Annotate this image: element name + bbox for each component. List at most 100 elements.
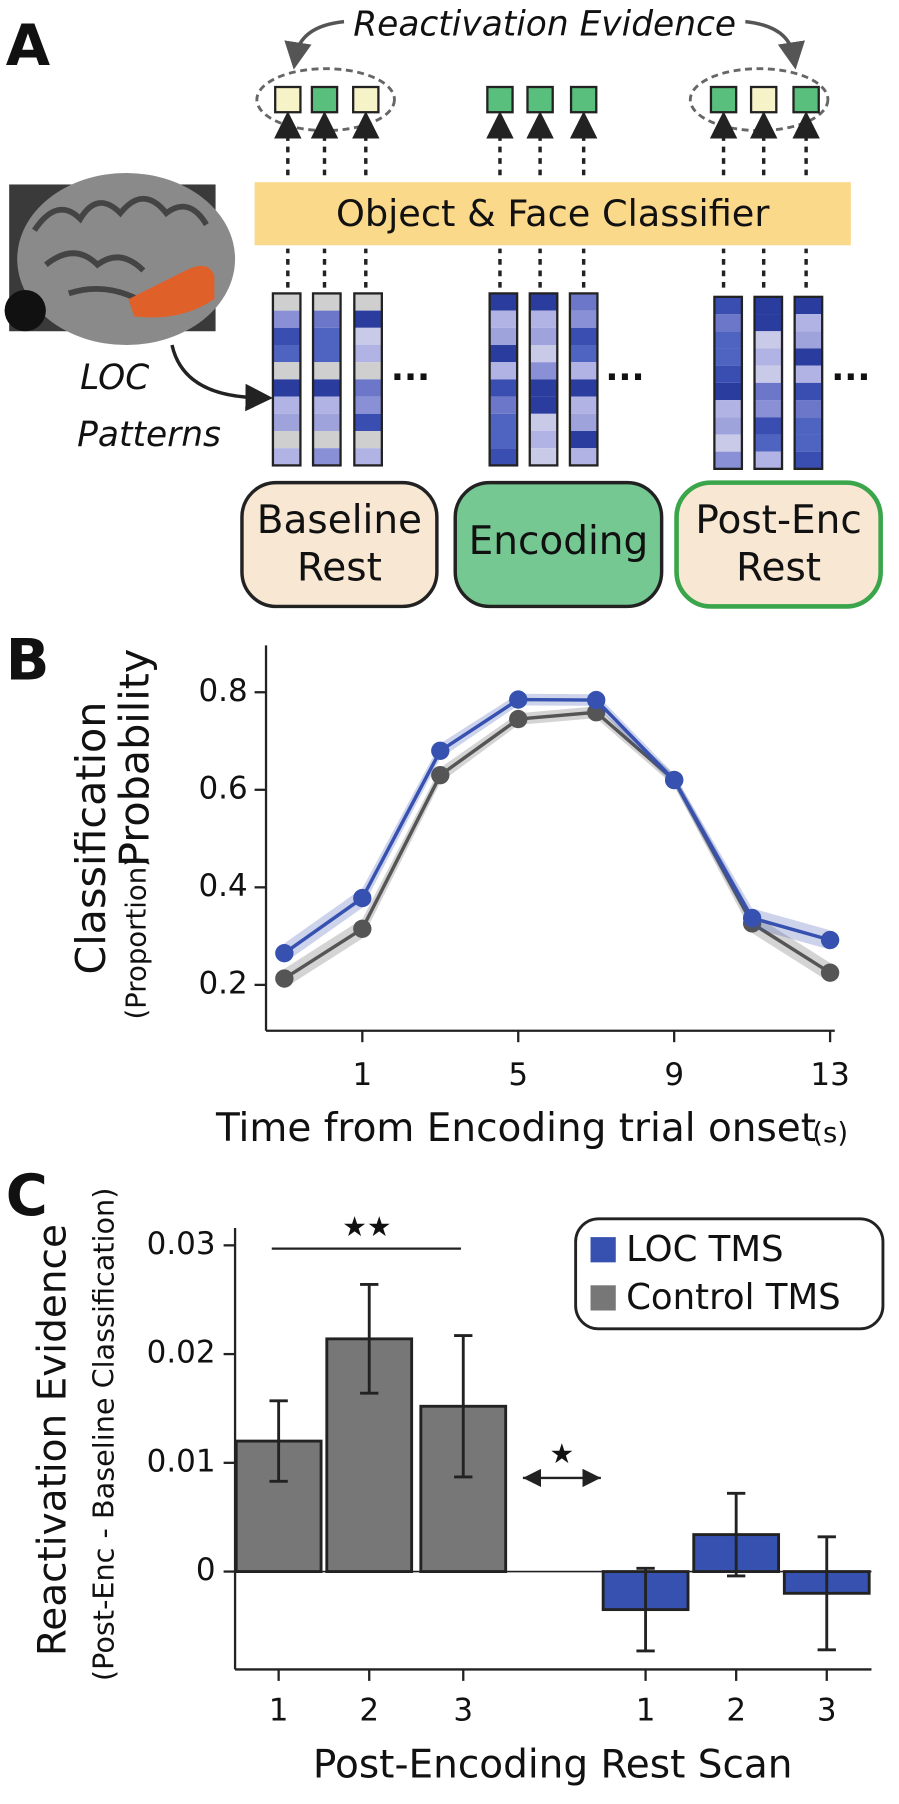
pattern-cell [569, 448, 598, 466]
pattern-cell [272, 327, 301, 346]
pattern-cell [794, 382, 823, 401]
pattern-cell [754, 382, 783, 401]
condition-box [453, 480, 664, 609]
x-tick-label: 1 [269, 1692, 289, 1728]
pattern-cell [489, 396, 518, 414]
point [275, 969, 294, 988]
pattern-label: Patterns [77, 415, 221, 455]
legend-box [574, 1217, 885, 1331]
pattern-cell [313, 379, 341, 397]
x-tick-label: 13 [810, 1057, 849, 1093]
pattern-column [311, 292, 342, 467]
pattern-cell [569, 396, 598, 414]
pattern-column [753, 295, 784, 470]
point [587, 690, 606, 710]
x-tick-label: 9 [664, 1057, 684, 1093]
y-tick-label: 0.4 [198, 868, 247, 904]
pattern-cell [489, 310, 518, 328]
pattern-cell [754, 400, 783, 418]
y-tick-label: 0.03 [147, 1226, 216, 1262]
pattern-cell [529, 431, 558, 449]
pattern-cell [529, 413, 558, 432]
pattern-column [793, 295, 824, 470]
pattern-cell [529, 448, 558, 466]
point [665, 770, 684, 790]
pattern-cell [272, 413, 301, 432]
pattern-cell [272, 293, 301, 311]
pattern-columns [271, 292, 824, 470]
pattern-cell [714, 417, 742, 435]
pattern-cell [272, 362, 301, 380]
pattern-cell [714, 331, 742, 349]
pattern-cell [529, 362, 558, 380]
y-tick-label: 0 [196, 1552, 216, 1588]
panel-label: A [6, 12, 51, 79]
pattern-cell [714, 434, 742, 452]
evidence-squares [274, 85, 820, 114]
pattern-cell [569, 327, 598, 346]
evidence-square [310, 85, 339, 114]
pattern-cell [529, 379, 558, 397]
pattern-cell [569, 293, 598, 311]
pattern-cell [529, 327, 558, 346]
pattern-cell [354, 362, 382, 380]
x-axis-label: Post-Encoding Rest Scan [313, 1742, 793, 1787]
pattern-label: LOC [80, 358, 149, 398]
pattern-cell [794, 451, 823, 469]
pattern-cell [754, 296, 783, 315]
pattern-cell [714, 451, 742, 469]
pattern-cell [354, 413, 382, 432]
pattern-cell [354, 345, 382, 363]
pattern-cell [754, 417, 783, 435]
evidence-square [749, 85, 778, 114]
pattern-cell [489, 413, 518, 432]
pattern-cell [272, 396, 301, 414]
y-tick-label: 0.6 [198, 770, 247, 806]
x-tick-label: 2 [359, 1692, 379, 1728]
point [509, 690, 528, 709]
pattern-column [488, 292, 519, 467]
annotation: ★★ [342, 1211, 391, 1243]
line [283, 697, 831, 955]
classifier-box [254, 182, 851, 246]
pattern-cell [272, 345, 301, 363]
arrow [284, 19, 345, 70]
y-axis-label: Probability [111, 649, 159, 867]
classifier-arrows [274, 111, 820, 288]
pattern-cell [794, 296, 823, 315]
error-band [284, 706, 831, 989]
pattern-cell [489, 362, 518, 380]
pattern-cell [354, 448, 382, 466]
reactivation-label: Reactivation Evidence [353, 5, 736, 45]
pattern-cell [569, 431, 598, 449]
pattern-cell [529, 310, 558, 328]
point [820, 930, 840, 950]
condition-label: Baseline [257, 498, 422, 543]
pattern-cell [489, 431, 518, 449]
legend-swatch [590, 1237, 616, 1263]
legend-label: Control TMS [626, 1277, 841, 1318]
y-axis-label: Reactivation Evidence [31, 1224, 76, 1656]
pattern-cell [272, 448, 301, 466]
point [820, 963, 840, 982]
x-tick-label: 1 [636, 1692, 656, 1728]
pattern-cell [794, 434, 823, 452]
pattern-cell [754, 331, 783, 349]
arrow [745, 19, 806, 70]
point [431, 765, 450, 785]
legend-label: LOC TMS [626, 1229, 784, 1270]
pattern-cell [794, 400, 823, 418]
pattern-cell [794, 417, 823, 435]
ellipsis: ··· [391, 358, 430, 398]
pattern-cell [714, 382, 742, 401]
pattern-cell [529, 345, 558, 363]
evidence-square [352, 85, 380, 114]
annotation: ★ [550, 1438, 575, 1470]
evidence-square [792, 85, 820, 114]
evidence-square [569, 85, 598, 114]
pattern-cell [714, 296, 742, 315]
ellipsis: ··· [831, 358, 870, 398]
pattern-column [353, 292, 383, 467]
